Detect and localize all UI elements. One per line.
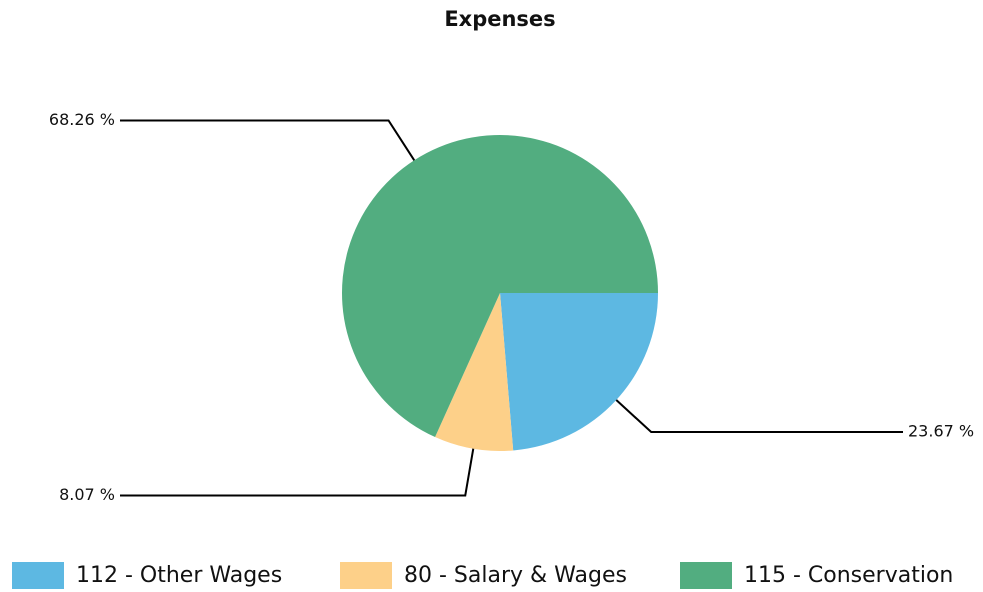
data-label: 8.07 % <box>59 485 115 504</box>
legend-label: 112 - Other Wages <box>76 563 282 588</box>
data-label: 68.26 % <box>49 110 115 129</box>
legend-swatch <box>340 562 392 589</box>
legend-label: 80 - Salary & Wages <box>404 563 627 588</box>
pie-slice <box>435 293 514 452</box>
leader-line <box>615 399 903 434</box>
legend-label: 115 - Conservation <box>744 563 953 588</box>
chart-title: Expenses <box>444 7 555 31</box>
legend-swatch <box>680 562 732 589</box>
leader-line <box>120 448 475 497</box>
legend-swatch <box>12 562 64 589</box>
data-label: 23.67 % <box>908 422 974 441</box>
pie-slice <box>342 135 658 438</box>
pie-slice <box>500 293 658 451</box>
leader-line <box>120 119 416 161</box>
